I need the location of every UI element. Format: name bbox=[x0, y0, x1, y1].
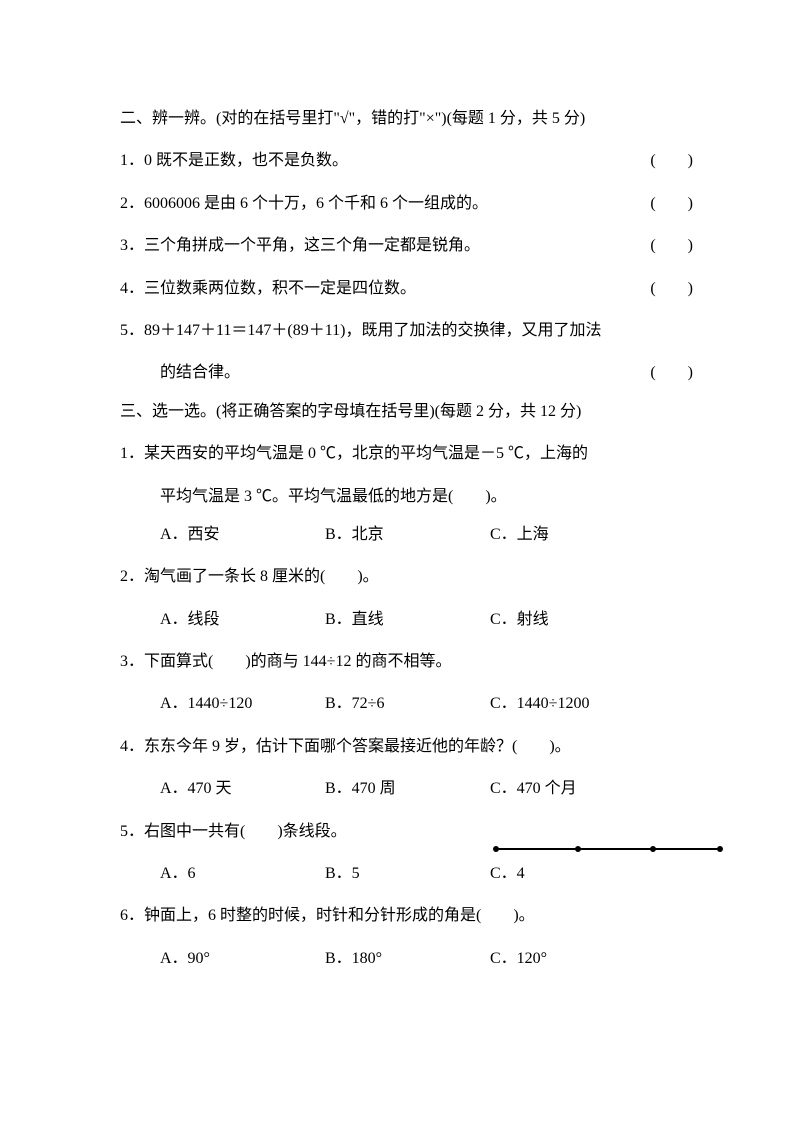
s3-q3-text: 3．下面算式( )的商与 144÷12 的商不相等。 bbox=[120, 653, 451, 670]
s3-q5-text: 5．右图中一共有( )条线段。 bbox=[120, 823, 347, 840]
s3-q4-text: 4．东东今年 9 岁，估计下面哪个答案最接近他的年龄？( )。 bbox=[120, 738, 571, 755]
s3-q4: 4．东东今年 9 岁，估计下面哪个答案最接近他的年龄？( )。 bbox=[120, 728, 693, 766]
s2-q1-text: 1．0 既不是正数，也不是负数。 bbox=[120, 152, 348, 169]
s3-q3-options: A．1440÷120 B．72÷6 C．1440÷1200 bbox=[120, 685, 693, 723]
s3-q4-options: A．470 天 B．470 周 C．470 个月 bbox=[120, 770, 693, 808]
s3-q2-text: 2．淘气画了一条长 8 厘米的( )。 bbox=[120, 568, 379, 585]
s2-q5-line2: 的结合律。 ( ) bbox=[120, 354, 693, 392]
s3-q1-line2: 平均气温是 3 ℃。平均气温最低的地方是( )。 bbox=[120, 478, 693, 516]
s2-q3-paren: ( ) bbox=[650, 227, 693, 265]
s3-q6-optA: A．90° bbox=[160, 940, 325, 978]
s3-q3-optA: A．1440÷120 bbox=[160, 685, 325, 723]
s3-q3: 3．下面算式( )的商与 144÷12 的商不相等。 bbox=[120, 643, 693, 681]
s2-q5-text1: 5．89＋147＋11＝147＋(89＋11)，既用了加法的交换律，又用了加法 bbox=[120, 322, 601, 339]
s2-q2-text: 2．6006006 是由 6 个十万，6 个千和 6 个一组成的。 bbox=[120, 195, 488, 212]
s2-q1: 1．0 既不是正数，也不是负数。 ( ) bbox=[120, 142, 693, 180]
s3-q4-optA: A．470 天 bbox=[160, 770, 325, 808]
s3-q1-line1: 1．某天西安的平均气温是 0 ℃，北京的平均气温是－5 ℃，上海的 bbox=[120, 435, 693, 473]
s3-q1-optB: B．北京 bbox=[325, 516, 490, 554]
s3-q6-optC: C．120° bbox=[490, 940, 693, 978]
s2-q4-text: 4．三位数乘两位数，积不一定是四位数。 bbox=[120, 280, 416, 297]
s3-q2-options: A．线段 B．直线 C．射线 bbox=[120, 601, 693, 639]
section2-header: 二、辨一辨。(对的在括号里打"√"，错的打"×")(每题 1 分，共 5 分) bbox=[120, 100, 693, 138]
s2-q5-paren: ( ) bbox=[650, 354, 693, 392]
s3-q4-optC: C．470 个月 bbox=[490, 770, 693, 808]
s3-q6: 6．钟面上，6 时整的时候，时针和分针形成的角是( )。 bbox=[120, 897, 693, 935]
line-segment-figure bbox=[493, 831, 723, 869]
s3-q2-optC: C．射线 bbox=[490, 601, 693, 639]
s2-q4: 4．三位数乘两位数，积不一定是四位数。 ( ) bbox=[120, 270, 693, 308]
s3-q1-text2: 平均气温是 3 ℃。平均气温最低的地方是( )。 bbox=[160, 488, 507, 505]
section3-header: 三、选一选。(将正确答案的字母填在括号里)(每题 2 分，共 12 分) bbox=[120, 393, 693, 431]
s3-q3-optB: B．72÷6 bbox=[325, 685, 490, 723]
s2-q5-line1: 5．89＋147＋11＝147＋(89＋11)，既用了加法的交换律，又用了加法 bbox=[120, 312, 693, 350]
s2-q1-paren: ( ) bbox=[650, 142, 693, 180]
s3-q2: 2．淘气画了一条长 8 厘米的( )。 bbox=[120, 558, 693, 596]
s2-q4-paren: ( ) bbox=[650, 270, 693, 308]
s3-q6-text: 6．钟面上，6 时整的时候，时针和分针形成的角是( )。 bbox=[120, 907, 535, 924]
s3-q3-optC: C．1440÷1200 bbox=[490, 685, 693, 723]
segments-svg bbox=[493, 844, 723, 854]
s2-q3: 3．三个角拼成一个平角，这三个角一定都是锐角。 ( ) bbox=[120, 227, 693, 265]
s2-q3-text: 3．三个角拼成一个平角，这三个角一定都是锐角。 bbox=[120, 237, 480, 254]
s3-q2-optB: B．直线 bbox=[325, 601, 490, 639]
s2-q2: 2．6006006 是由 6 个十万，6 个千和 6 个一组成的。 ( ) bbox=[120, 185, 693, 223]
s3-q1-optA: A．西安 bbox=[160, 516, 325, 554]
s3-q6-options: A．90° B．180° C．120° bbox=[120, 940, 693, 978]
s3-q1-text1: 1．某天西安的平均气温是 0 ℃，北京的平均气温是－5 ℃，上海的 bbox=[120, 445, 588, 462]
s3-q4-optB: B．470 周 bbox=[325, 770, 490, 808]
s3-q1-options: A．西安 B．北京 C．上海 bbox=[120, 516, 693, 554]
s3-q6-optB: B．180° bbox=[325, 940, 490, 978]
s3-q5-optB: B．5 bbox=[325, 855, 490, 893]
s2-q2-paren: ( ) bbox=[650, 185, 693, 223]
s2-q5-text2: 的结合律。 bbox=[160, 364, 240, 381]
s3-q5: 5．右图中一共有( )条线段。 bbox=[120, 813, 693, 851]
s3-q1-optC: C．上海 bbox=[490, 516, 693, 554]
s3-q5-optA: A．6 bbox=[160, 855, 325, 893]
s3-q2-optA: A．线段 bbox=[160, 601, 325, 639]
